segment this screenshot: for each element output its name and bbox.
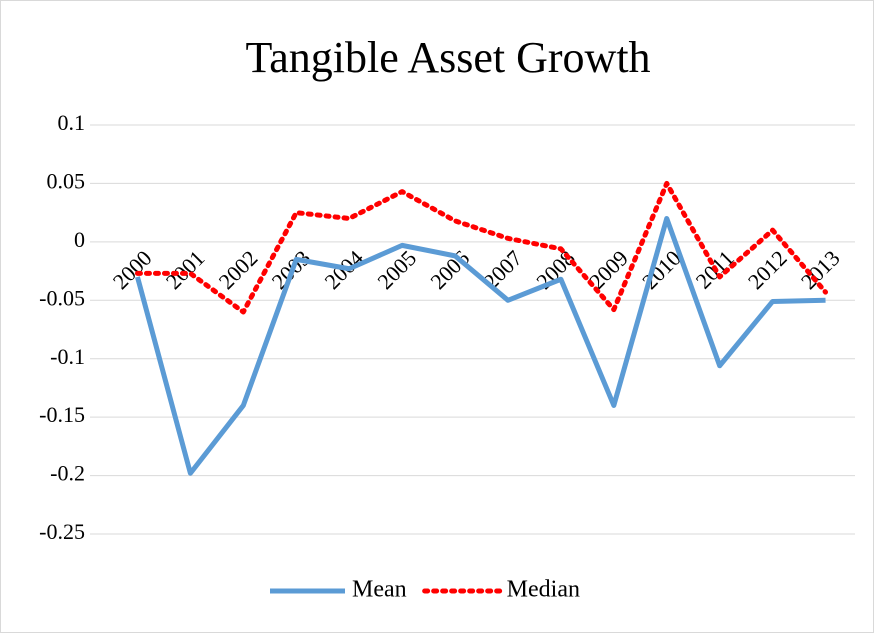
legend: Mean Median: [270, 577, 580, 603]
y-tick-label: -0.25: [39, 519, 85, 544]
legend-label: Mean: [352, 577, 407, 603]
plot: [134, 180, 829, 476]
y-tick-label: 0: [74, 227, 85, 252]
series-line: [134, 180, 829, 315]
series-line: [135, 215, 826, 476]
y-tick-label: -0.05: [39, 285, 85, 310]
chart-title: Tangible Asset Growth: [245, 33, 650, 82]
y-tick-label: -0.2: [50, 461, 85, 486]
y-tick-label: -0.15: [39, 402, 85, 427]
y-tick-label: -0.1: [50, 344, 85, 369]
y-tick-label: 0.05: [47, 168, 86, 193]
y-tick-label: 0.1: [58, 110, 86, 135]
legend-label: Median: [507, 577, 580, 603]
